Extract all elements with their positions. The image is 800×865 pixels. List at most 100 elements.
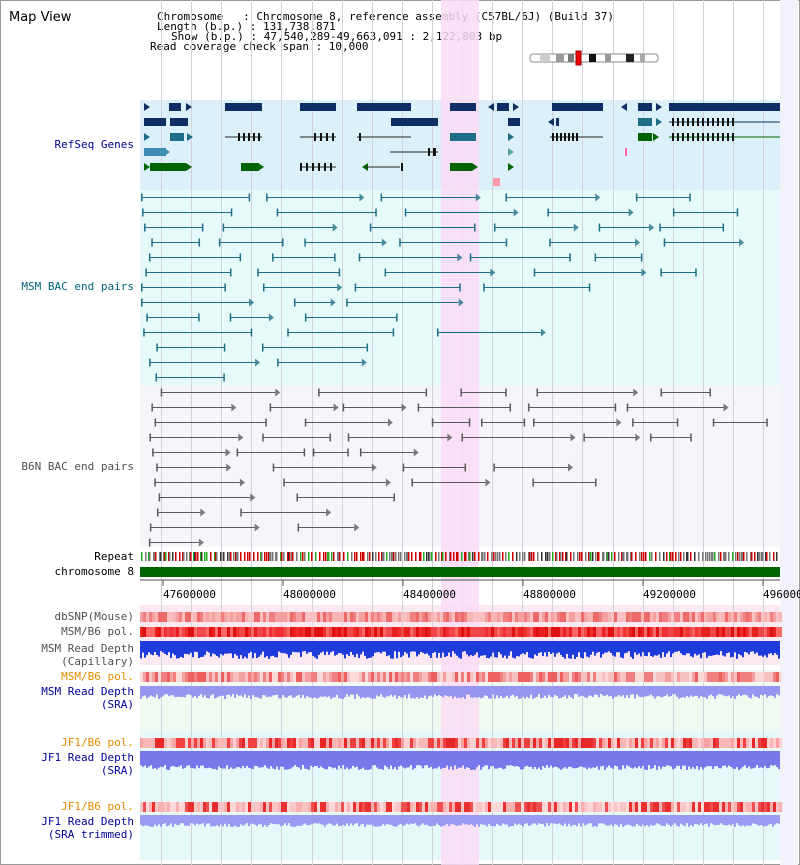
msm-sra-depth-bar (200, 686, 202, 695)
msm-capillary-depth-bar (414, 641, 416, 652)
msm-bac-label[interactable]: MSM BAC end pairs (21, 280, 134, 293)
repeat-element (482, 552, 484, 561)
dbsnp-cell (413, 612, 416, 622)
repeat-element (419, 552, 421, 561)
msm-capillary-depth-bar (384, 641, 386, 652)
msm-sra-depth-bar (356, 686, 358, 695)
jf1-trimmed-depth-bar (430, 815, 432, 827)
jf1-pol2-cell (344, 802, 347, 812)
jf1-sra-depth-bar (254, 751, 256, 766)
msm-pol2-cell (449, 672, 452, 682)
jf1-pol2-cell (692, 802, 695, 812)
msm-bac-arrow (337, 283, 343, 292)
jf1-pol-cell (665, 738, 668, 748)
msm-capillary-depth-bar (162, 641, 164, 653)
msm-bac-track (141, 193, 745, 382)
repeat-element (758, 552, 760, 561)
jf1-sra-depth-bar (714, 751, 716, 767)
msm-pol-cell (536, 627, 539, 637)
jf1-trimmed-depth-bar (394, 815, 396, 827)
jf1-pol-cell (644, 738, 647, 748)
jf1-pol-cell (596, 738, 599, 748)
dbsnp-cell (530, 612, 533, 622)
msm-sra-depth-bar (266, 686, 268, 698)
msm-pol2-cell (518, 672, 521, 682)
msm-capillary-depth-bar (218, 641, 220, 658)
dbsnp-cell (485, 612, 488, 622)
gene-block (450, 163, 472, 171)
jf1-trimmed-depth-bar (774, 815, 776, 825)
dbsnp-cell (563, 612, 566, 622)
jf1-trimmed-depth-bar (506, 815, 508, 825)
msm-pol-cell (452, 627, 455, 637)
jf1-sra-depth-bar (334, 751, 336, 768)
jf1-sra-depth-bar (716, 751, 718, 767)
jf1-trimmed-depth-bar (690, 815, 692, 826)
msm-pol2-cell (536, 672, 539, 682)
msm-bac-arrow (332, 223, 338, 232)
jf1-sra-depth-bar (224, 751, 226, 769)
msm-capillary-depth-bar (260, 641, 262, 655)
gene-block (170, 118, 188, 126)
repeat-element (283, 552, 285, 561)
jf1-pol2-cell (497, 802, 500, 812)
jf1-pol-cell (557, 738, 560, 748)
jf1-pol2-cell (581, 802, 584, 812)
jf1-trimmed-depth-bar (192, 815, 194, 824)
jf1-sra-depth-bar (618, 751, 620, 770)
jf1-pol-cell (722, 738, 725, 748)
jf1-sra-depth-bar (388, 751, 390, 770)
msm-capillary-depth-bar (694, 641, 696, 654)
jf1-pol2-cell (239, 802, 242, 812)
jf1-sra-depth-bar (580, 751, 582, 767)
b6n-bac-label[interactable]: B6N BAC end pairs (21, 460, 134, 473)
msm-pol-cell (584, 627, 587, 637)
msm-capillary-depth-bar (274, 641, 276, 658)
dbsnp-cell (269, 612, 272, 622)
repeat-element (165, 552, 167, 561)
msm-sra-depth-bar (552, 686, 554, 698)
msm-sra-depth-bar (174, 686, 176, 698)
msm-capillary-depth-bar (730, 641, 732, 658)
msm-sra-depth-bar (194, 686, 196, 697)
msm-pol2-cell (623, 672, 626, 682)
msm-sra-depth-bar (726, 686, 728, 697)
jf1-trimmed-depth-bar (224, 815, 226, 824)
msm-capillary-depth-bar (172, 641, 174, 654)
msm-sra-depth-bar (628, 686, 630, 698)
jf1-sra-depth-bar (700, 751, 702, 768)
msm-capillary-depth-bar (646, 641, 648, 657)
msm-pol-cell (668, 627, 671, 637)
jf1-trimmed-depth-bar (528, 815, 530, 826)
jf1-pol2-cell (548, 802, 551, 812)
jf1-sra-depth-bar (220, 751, 222, 769)
gene-block (556, 133, 558, 141)
dbsnp-cell (143, 612, 146, 622)
jf1-pol2-cell (284, 802, 287, 812)
jf1-pol-cell (578, 738, 581, 748)
msm-pol-cell (173, 627, 176, 637)
jf1-pol2-cell (680, 802, 683, 812)
dbsnp-cell (776, 612, 779, 622)
dbsnp-cell (551, 612, 554, 622)
repeat-element (694, 552, 696, 561)
msm-bac-end (672, 208, 675, 217)
msm-capillary-depth-bar (436, 641, 438, 658)
msm-capillary-depth-bar (422, 641, 424, 653)
msm-capillary-depth-bar (438, 641, 440, 653)
b6n-bac-end (312, 448, 315, 457)
msm-pol2-cell (299, 672, 302, 682)
msm-capillary-depth-bar (198, 641, 200, 659)
refseq-genes-label[interactable]: RefSeq Genes (54, 138, 134, 151)
dbsnp-cell (233, 612, 236, 622)
repeat-element (468, 552, 470, 561)
msm-sra-depth-bar (222, 686, 224, 696)
jf1-pol-cell (737, 738, 740, 748)
jf1-trimmed-depth-bar (458, 815, 460, 826)
jf1-pol-cell (350, 738, 353, 748)
msm-bac-arrow (739, 238, 745, 247)
jf1-trimmed-depth-bar (696, 815, 698, 825)
jf1-pol2-cell (578, 802, 581, 812)
dbsnp-cell (281, 612, 284, 622)
